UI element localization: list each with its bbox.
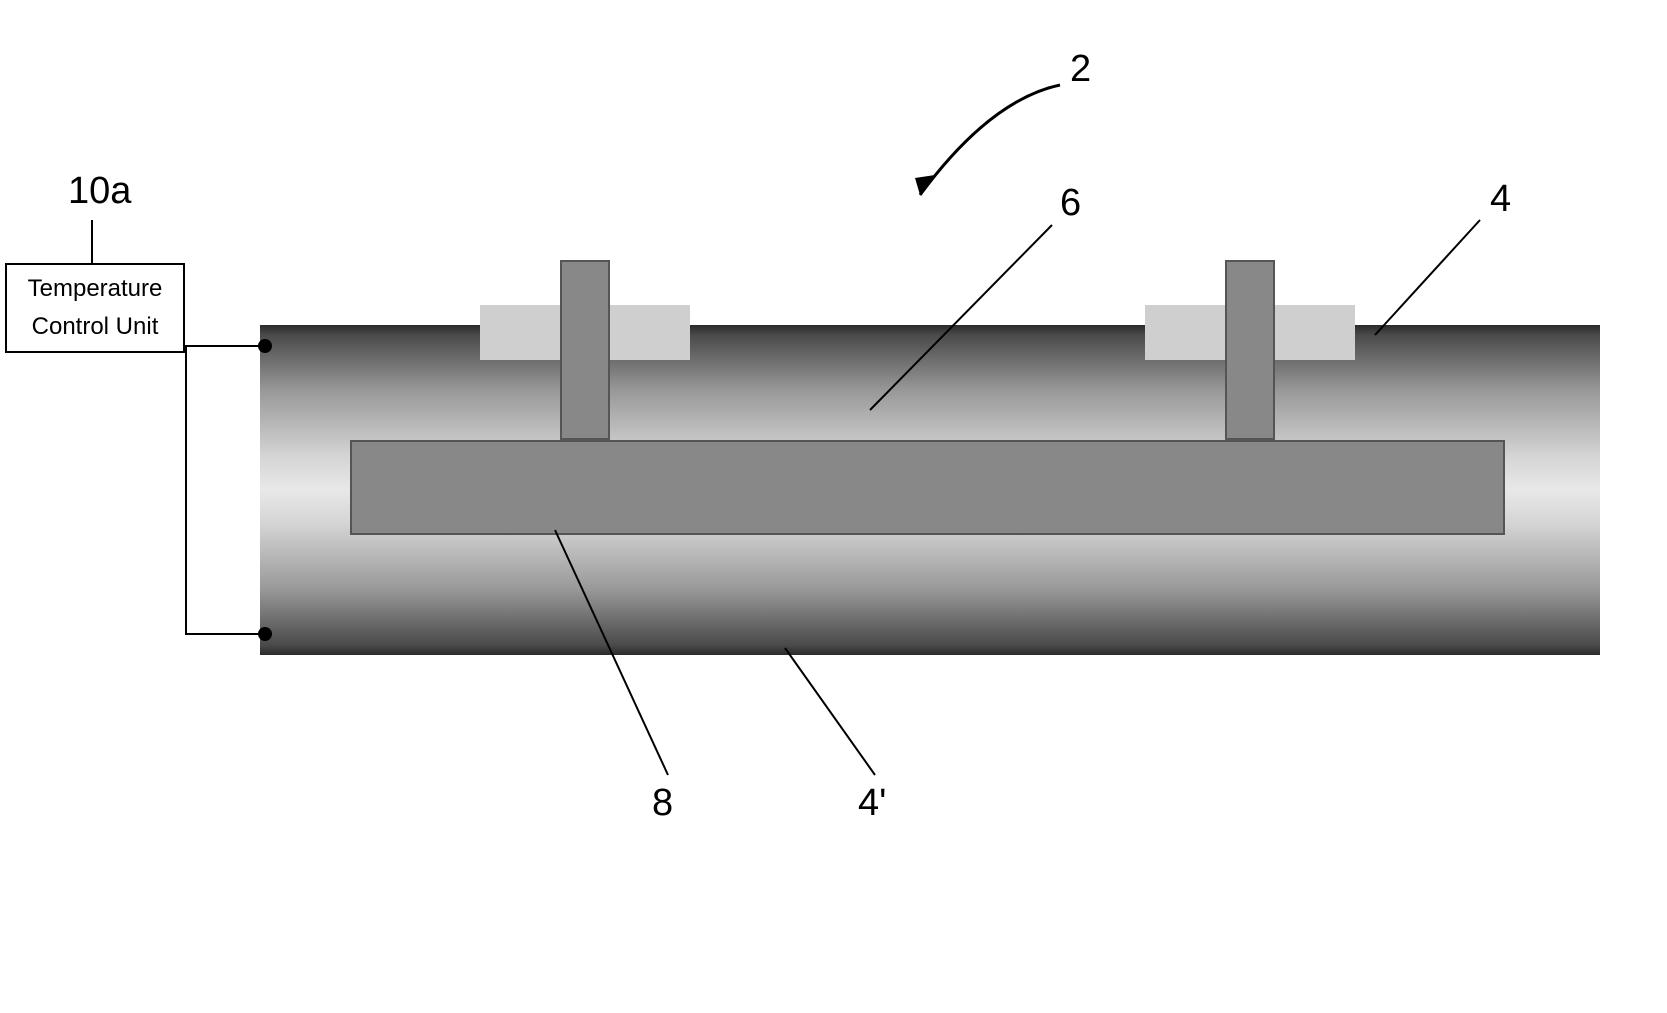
tcu-line2: Control Unit — [32, 308, 159, 346]
tcu-line1: Temperature — [28, 270, 163, 308]
label-8: 8 — [652, 782, 673, 825]
label-4: 4 — [1490, 178, 1511, 221]
label-10a: 10a — [68, 170, 131, 213]
label-4prime: 4' — [858, 782, 886, 825]
technical-diagram: Temperature Control Unit 10a 2 6 4 8 4' — [0, 0, 1667, 1013]
label-6: 6 — [1060, 182, 1081, 225]
temperature-control-unit: Temperature Control Unit — [5, 263, 185, 353]
label-2: 2 — [1070, 48, 1091, 91]
support-post-right — [1225, 260, 1275, 440]
support-post-left — [560, 260, 610, 440]
inner-platform — [350, 440, 1505, 535]
connection-dot-top — [258, 339, 272, 353]
wire-top — [185, 345, 267, 347]
connection-dot-bottom — [258, 627, 272, 641]
wire-vertical — [185, 345, 187, 635]
wire-bottom — [185, 633, 267, 635]
